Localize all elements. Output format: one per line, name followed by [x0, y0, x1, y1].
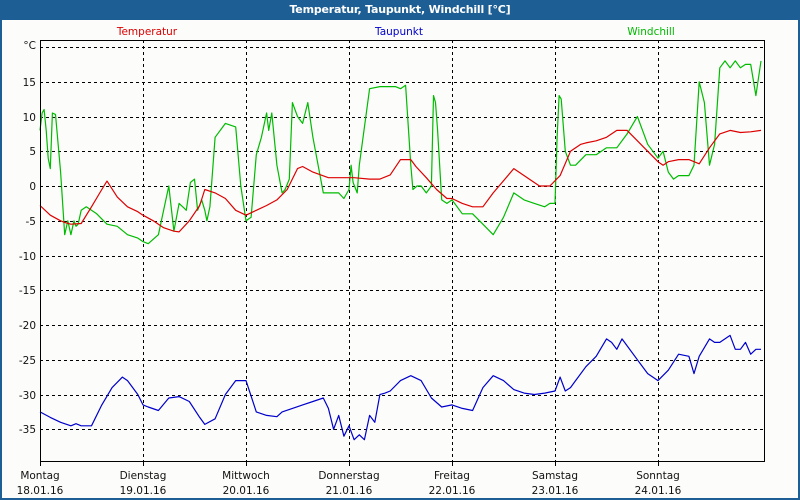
y-unit-label: °C — [23, 40, 36, 52]
x-tick-date: 24.01.16 — [635, 485, 682, 497]
y-tick-label: -25 — [19, 355, 36, 367]
y-tick-label: 10 — [23, 112, 36, 124]
series-temperatur — [39, 129, 762, 233]
x-tick-date: 20.01.16 — [223, 485, 270, 497]
x-tick-date: 22.01.16 — [429, 485, 476, 497]
series-taupunkt — [39, 334, 761, 441]
x-tick-date: 23.01.16 — [532, 485, 579, 497]
y-tick-label: -20 — [19, 320, 36, 332]
x-tick-day: Samstag — [532, 470, 578, 482]
y-tick-label: 5 — [29, 146, 36, 158]
plot-frame — [40, 40, 765, 462]
legend-temperatur: Temperatur — [116, 26, 178, 38]
x-tick-day: Montag — [20, 470, 59, 482]
legend: Temperatur Taupunkt Windchill — [116, 26, 675, 38]
x-tick-day: Mittwoch — [222, 470, 270, 482]
grid — [40, 40, 764, 461]
x-tick-day: Sonntag — [636, 470, 680, 482]
y-tick-label: -15 — [19, 285, 36, 297]
x-tick-day: Donnerstag — [318, 470, 379, 482]
legend-windchill: Windchill — [627, 26, 675, 38]
x-tick-day: Dienstag — [120, 470, 167, 482]
y-tick-label: -5 — [26, 216, 36, 228]
x-tick-date: 19.01.16 — [120, 485, 167, 497]
y-tick-label: 0 — [29, 181, 36, 193]
y-tick-label: -35 — [19, 424, 36, 436]
y-tick-label: -30 — [19, 390, 36, 402]
x-tick-date: 21.01.16 — [326, 485, 373, 497]
line-chart: Temperatur Taupunkt Windchill °C 15 10 5 0 -5 -1… — [17, 26, 765, 497]
y-tick-label: 15 — [23, 77, 36, 89]
y-axis: °C 15 10 5 0 -5 -10 -15 -20 -25 -30 -35 — [19, 40, 36, 436]
x-axis: Montag 18.01.16 Dienstag 19.01.16 Mittwoch 20… — [17, 461, 682, 497]
series-windchill — [39, 60, 762, 245]
legend-taupunkt: Taupunkt — [374, 26, 423, 38]
series-lines — [39, 60, 762, 441]
window-title: Temperatur, Taupunkt, Windchill [°C] — [0, 0, 800, 20]
x-tick-date: 18.01.16 — [17, 485, 64, 497]
x-tick-day: Freitag — [434, 470, 470, 482]
y-tick-label: -10 — [19, 251, 36, 263]
chart-body: Temperatur Taupunkt Windchill °C 15 10 5 0 -5 -1… — [2, 20, 798, 498]
